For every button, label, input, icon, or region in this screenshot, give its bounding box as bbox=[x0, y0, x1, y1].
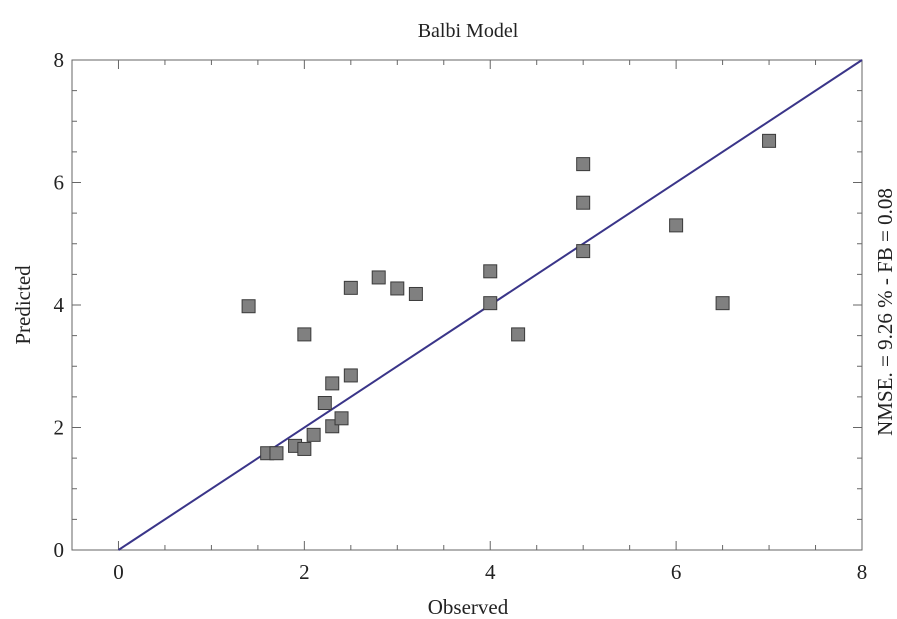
data-point bbox=[371, 270, 386, 285]
data-point bbox=[343, 280, 358, 295]
x-axis-label: Observed bbox=[428, 595, 509, 619]
data-point bbox=[576, 195, 591, 210]
x-tick-label: 8 bbox=[857, 560, 868, 584]
data-point bbox=[576, 244, 591, 259]
data-point bbox=[715, 296, 730, 311]
data-point bbox=[408, 286, 423, 301]
data-point bbox=[390, 281, 405, 296]
data-point bbox=[669, 218, 684, 233]
data-point bbox=[483, 296, 498, 311]
x-tick-label: 6 bbox=[671, 560, 682, 584]
data-point bbox=[762, 133, 777, 148]
data-point bbox=[317, 396, 332, 410]
y-axis-label: Predicted bbox=[11, 265, 35, 345]
x-tick-label: 0 bbox=[113, 560, 124, 584]
y-tick-label: 6 bbox=[54, 171, 65, 195]
y-tick-label: 2 bbox=[54, 416, 65, 440]
x-tick-label: 2 bbox=[299, 560, 310, 584]
data-point bbox=[325, 376, 340, 391]
data-point bbox=[269, 446, 284, 461]
y-tick-label: 8 bbox=[54, 48, 65, 72]
data-point bbox=[483, 264, 498, 279]
data-point bbox=[511, 327, 526, 342]
data-point bbox=[576, 157, 591, 172]
data-point bbox=[334, 411, 349, 426]
data-point bbox=[306, 427, 321, 442]
data-point bbox=[297, 327, 312, 342]
data-point bbox=[241, 299, 256, 314]
y-tick-label: 4 bbox=[54, 293, 65, 317]
data-point bbox=[297, 441, 312, 456]
x-tick-label: 4 bbox=[485, 560, 496, 584]
data-point bbox=[343, 368, 358, 383]
nmse-fb-annotation: NMSE. = 9.26 % - FB = 0.08 bbox=[873, 188, 897, 436]
y-tick-label: 0 bbox=[54, 538, 65, 562]
plot-frame bbox=[71, 59, 863, 551]
chart-title: Balbi Model bbox=[418, 20, 519, 42]
